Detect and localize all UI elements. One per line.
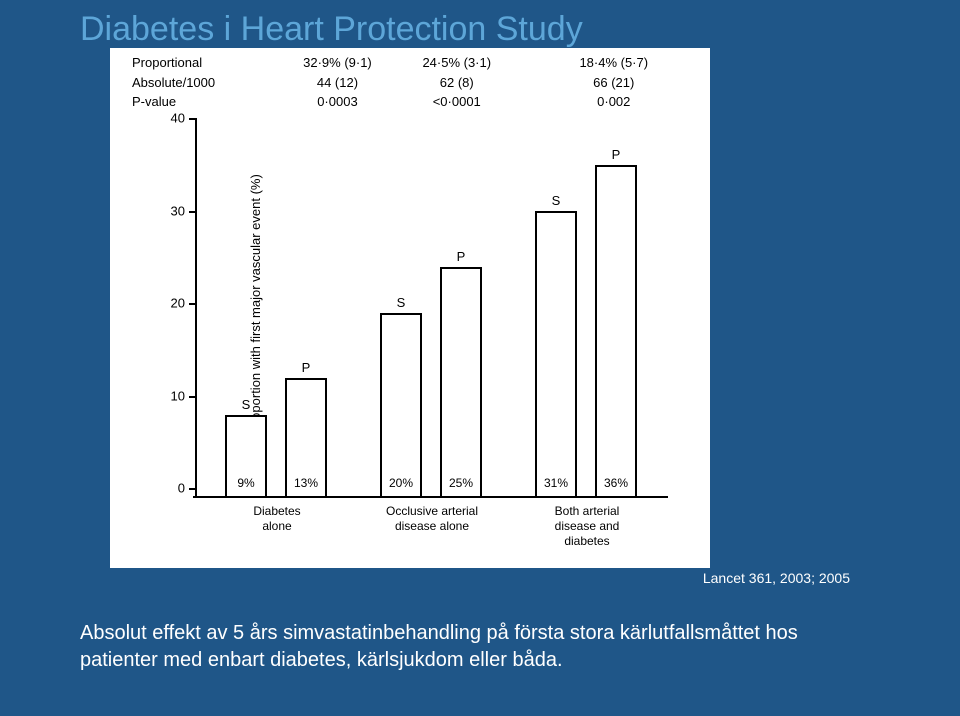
bar-value-label: 36% — [597, 476, 635, 490]
y-tick-label: 20 — [161, 296, 185, 311]
y-tick — [189, 396, 195, 398]
stats-label: Proportional — [132, 54, 221, 72]
bar-series-label: S — [382, 295, 420, 310]
bar-series-label: P — [287, 360, 325, 375]
y-tick — [189, 211, 195, 213]
bar-series-label: S — [537, 193, 575, 208]
stats-cell: 18·4% (5·7) — [542, 54, 692, 72]
bar: 9%S — [225, 415, 267, 498]
stats-cell: 32·9% (9·1) — [223, 54, 378, 72]
bar: 13%P — [285, 378, 327, 498]
stats-row-proportional: Proportional 32·9% (9·1) 24·5% (3·1) 18·… — [132, 54, 692, 72]
bar-value-label: 20% — [382, 476, 420, 490]
stats-label: Absolute/1000 — [132, 74, 221, 92]
y-tick-label: 0 — [161, 481, 185, 496]
y-tick — [189, 488, 195, 490]
y-tick-label: 30 — [161, 203, 185, 218]
bar-series-label: P — [442, 249, 480, 264]
bar: 31%S — [535, 211, 577, 498]
slide-title: Diabetes i Heart Protection Study — [80, 10, 583, 49]
caption-text: Absolut effekt av 5 års simvastatinbehan… — [80, 620, 900, 674]
bar-value-label: 25% — [442, 476, 480, 490]
x-category-label: Both arterialdisease anddiabetes — [517, 504, 657, 549]
bar: 36%P — [595, 165, 637, 498]
y-tick — [189, 303, 195, 305]
stats-table: Proportional 32·9% (9·1) 24·5% (3·1) 18·… — [130, 52, 694, 113]
bar-value-label: 9% — [227, 476, 265, 490]
bar-series-label: P — [597, 147, 635, 162]
stats-cell: 24·5% (3·1) — [380, 54, 540, 72]
stats-cell: <0·0001 — [380, 93, 540, 111]
stats-cell: 0·002 — [542, 93, 692, 111]
x-category-label: Diabetesalone — [207, 504, 347, 534]
citation-text: Lancet 361, 2003; 2005 — [703, 570, 850, 586]
bar: 25%P — [440, 267, 482, 498]
stats-row-absolute: Absolute/1000 44 (12) 62 (8) 66 (21) — [132, 74, 692, 92]
x-category-label: Occlusive arterialdisease alone — [362, 504, 502, 534]
caption-line: patienter med enbart diabetes, kärlsjukd… — [80, 649, 563, 671]
chart-plot-area: 0102030409%S13%P20%S25%P31%S36%P — [195, 118, 665, 488]
y-axis-line — [195, 118, 197, 498]
bar-value-label: 13% — [287, 476, 325, 490]
y-tick — [189, 118, 195, 120]
bar: 20%S — [380, 313, 422, 498]
caption-line: Absolut effekt av 5 års simvastatinbehan… — [80, 622, 798, 644]
stats-cell: 0·0003 — [223, 93, 378, 111]
stats-cell: 62 (8) — [380, 74, 540, 92]
bar-series-label: S — [227, 397, 265, 412]
stats-cell: 66 (21) — [542, 74, 692, 92]
bar-value-label: 31% — [537, 476, 575, 490]
stats-row-pvalue: P-value 0·0003 <0·0001 0·002 — [132, 93, 692, 111]
y-tick-label: 10 — [161, 388, 185, 403]
y-tick-label: 40 — [161, 111, 185, 126]
stats-cell: 44 (12) — [223, 74, 378, 92]
stats-label: P-value — [132, 93, 221, 111]
chart-panel: Proportional 32·9% (9·1) 24·5% (3·1) 18·… — [110, 48, 710, 568]
